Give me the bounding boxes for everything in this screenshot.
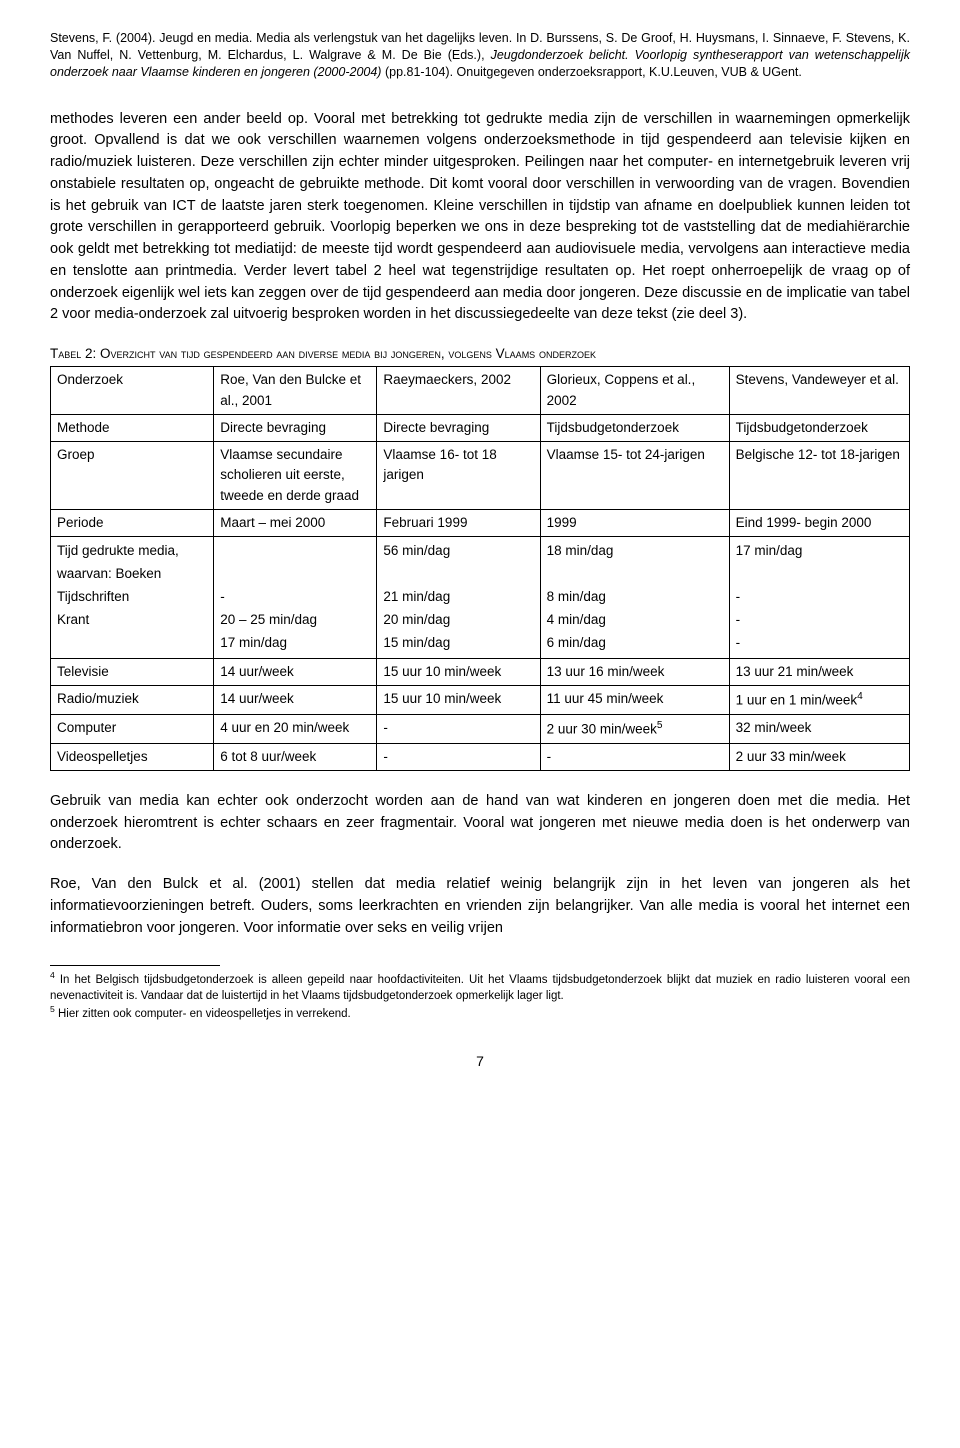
table-cell: Glorieux, Coppens et al., 2002 <box>540 367 729 415</box>
body-paragraph-2: Gebruik van media kan echter ook onderzo… <box>50 791 910 856</box>
table-cell: 15 uur 10 min/week <box>377 658 540 685</box>
table-cell: 2 uur 33 min/week <box>729 743 909 770</box>
table-cell: Vlaamse 15- tot 24-jarigen <box>540 442 729 510</box>
table-cell: Vlaamse secundaire scholieren uit eerste… <box>214 442 377 510</box>
table-cell: 1 uur en 1 min/week4 <box>729 686 909 715</box>
table-cell: 11 uur 45 min/week <box>540 686 729 715</box>
table-cell: 14 uur/week <box>214 658 377 685</box>
table-cell: Raeymaeckers, 2002 <box>377 367 540 415</box>
table-cell: Videospelletjes <box>51 743 214 770</box>
table-cell: 15 uur 10 min/week <box>377 686 540 715</box>
body-paragraph-1: methodes leveren een ander beeld op. Voo… <box>50 109 910 327</box>
table-cell: Tijdsbudgetonderzoek <box>729 414 909 441</box>
body-paragraph-3: Roe, Van den Bulck et al. (2001) stellen… <box>50 874 910 939</box>
table-row: Televisie14 uur/week15 uur 10 min/week13… <box>51 658 910 685</box>
page-number: 7 <box>50 1051 910 1072</box>
table-cell: Directe bevraging <box>377 414 540 441</box>
table-cell: -20 – 25 min/dag17 min/dag <box>214 537 377 659</box>
table-row: OnderzoekRoe, Van den Bulcke et al., 200… <box>51 367 910 415</box>
table-cell: - <box>377 714 540 743</box>
table-cell: 2 uur 30 min/week5 <box>540 714 729 743</box>
table-cell: Vlaamse 16- tot 18 jarigen <box>377 442 540 510</box>
table-cell: Onderzoek <box>51 367 214 415</box>
table-row: Computer4 uur en 20 min/week-2 uur 30 mi… <box>51 714 910 743</box>
table-cell: Stevens, Vandeweyer et al. <box>729 367 909 415</box>
table-cell: Belgische 12- tot 18-jarigen <box>729 442 909 510</box>
table-cell: 6 tot 8 uur/week <box>214 743 377 770</box>
footnote-separator <box>50 965 220 966</box>
table-cell: Februari 1999 <box>377 509 540 536</box>
table-cell: - <box>377 743 540 770</box>
table-row: GroepVlaamse secundaire scholieren uit e… <box>51 442 910 510</box>
table-row: Radio/muziek14 uur/week15 uur 10 min/wee… <box>51 686 910 715</box>
table-cell: 13 uur 16 min/week <box>540 658 729 685</box>
table-cell: 14 uur/week <box>214 686 377 715</box>
table-cell: 18 min/dag 8 min/dag4 min/dag6 min/dag <box>540 537 729 659</box>
table-cell: Roe, Van den Bulcke et al., 2001 <box>214 367 377 415</box>
table-cell: Computer <box>51 714 214 743</box>
table-cell: Televisie <box>51 658 214 685</box>
table-cell: Maart – mei 2000 <box>214 509 377 536</box>
table-cell: 17 min/dag --- <box>729 537 909 659</box>
table-cell: 32 min/week <box>729 714 909 743</box>
table-cell: 4 uur en 20 min/week <box>214 714 377 743</box>
table-cell: 1999 <box>540 509 729 536</box>
table-cell: Directe bevraging <box>214 414 377 441</box>
table-cell: 56 min/dag 21 min/dag20 min/dag15 min/da… <box>377 537 540 659</box>
table-cell: 13 uur 21 min/week <box>729 658 909 685</box>
table-cell: Methode <box>51 414 214 441</box>
table-row: Videospelletjes6 tot 8 uur/week--2 uur 3… <box>51 743 910 770</box>
table-row: Tijd gedrukte media, waarvan: BoekenTijd… <box>51 537 910 659</box>
media-time-table: OnderzoekRoe, Van den Bulcke et al., 200… <box>50 366 910 770</box>
citation-header: Stevens, F. (2004). Jeugd en media. Medi… <box>50 30 910 81</box>
table-cell: Periode <box>51 509 214 536</box>
table-row: PeriodeMaart – mei 2000Februari 19991999… <box>51 509 910 536</box>
table-cell: Eind 1999- begin 2000 <box>729 509 909 536</box>
table-cell: Radio/muziek <box>51 686 214 715</box>
table-row: MethodeDirecte bevragingDirecte bevragin… <box>51 414 910 441</box>
table-caption: Tabel 2: Overzicht van tijd gespendeerd … <box>50 344 910 364</box>
table-cell: Groep <box>51 442 214 510</box>
citation-tail: (pp.81-104). Onuitgegeven onderzoeksrapp… <box>381 65 801 79</box>
table-cell: Tijdsbudgetonderzoek <box>540 414 729 441</box>
table-cell: Tijd gedrukte media, waarvan: BoekenTijd… <box>51 537 214 659</box>
footnote-4: 4 In het Belgisch tijdsbudgetonderzoek i… <box>50 970 910 1004</box>
table-cell: - <box>540 743 729 770</box>
footnote-5: 5 Hier zitten ook computer- en videospel… <box>50 1004 910 1022</box>
